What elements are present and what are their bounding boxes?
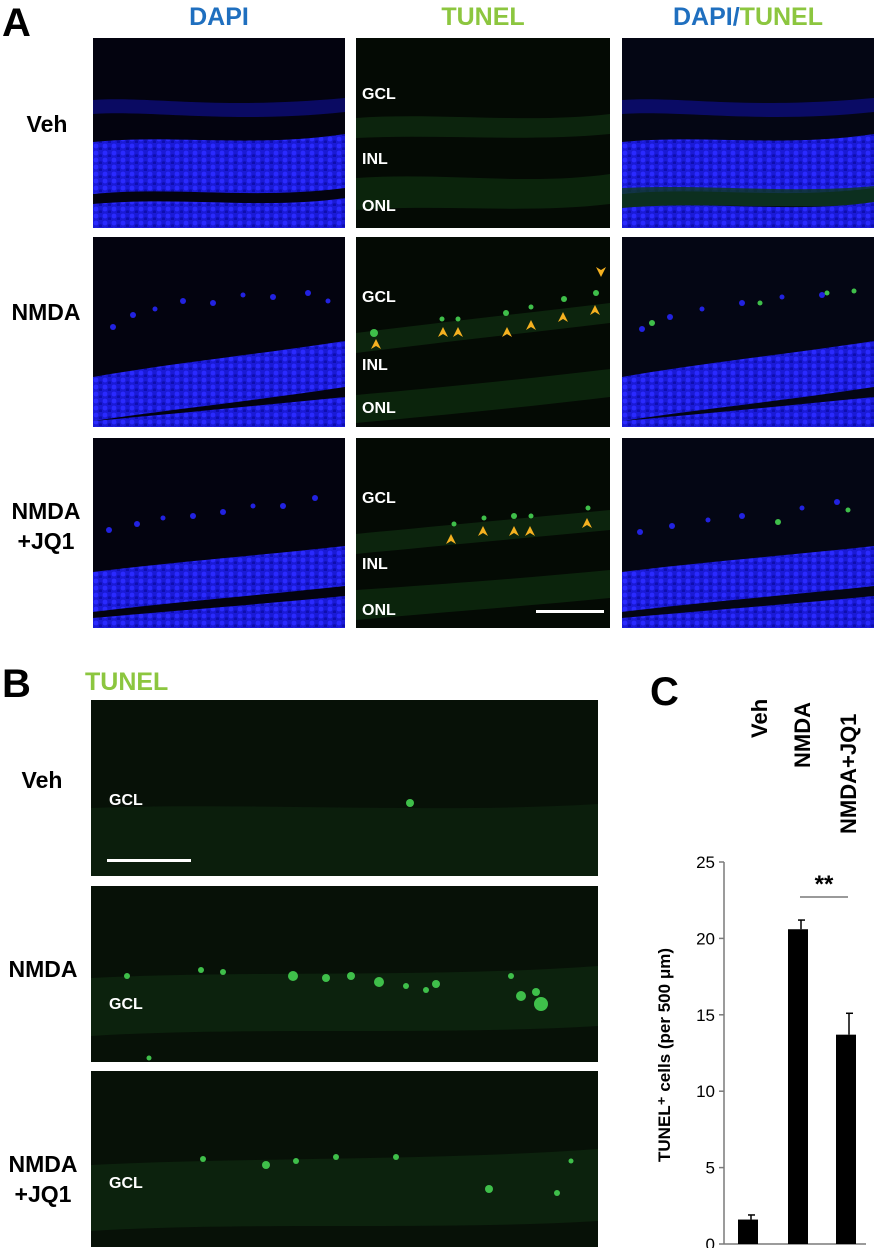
panel-b-letter: B	[2, 662, 31, 706]
layer-label-gcl: GCL	[109, 792, 143, 809]
panel-a-letter: A	[2, 1, 31, 45]
bar-chart: TUNEL⁺ cells (per 500 μm) 0 5 10 15 20 25 **	[655, 853, 866, 1248]
significance-label: **	[815, 871, 834, 898]
y-tick-label: 0	[706, 1235, 715, 1248]
layer-label-onl: ONL	[362, 400, 396, 417]
panel-c-letter: C	[650, 670, 679, 714]
col-header-tunel: TUNEL	[441, 3, 525, 31]
layer-label-gcl: GCL	[362, 490, 396, 507]
layer-label-onl: ONL	[362, 602, 396, 619]
panel-a-row-label-nmda-jq1: NMDA +JQ1	[11, 498, 81, 554]
layer-label-gcl: GCL	[362, 289, 396, 306]
layer-label-gcl: GCL	[362, 86, 396, 103]
col-header-merge: DAPI/TUNEL	[622, 5, 874, 30]
layer-label-gcl: GCL	[109, 996, 143, 1013]
layer-label-onl: ONL	[362, 198, 396, 215]
y-tick-label: 5	[706, 1159, 715, 1178]
col-header-dapi: DAPI	[189, 3, 249, 31]
micrograph-merge-nmda	[622, 237, 874, 427]
scale-bar	[536, 610, 604, 613]
y-tick-label: 15	[696, 1006, 715, 1025]
layer-label-inl: INL	[362, 556, 388, 573]
scale-bar	[107, 859, 191, 862]
micrograph-tunel-veh: GCL INL ONL	[356, 38, 610, 228]
micrograph-merge-nmda-jq1	[622, 438, 874, 628]
layer-label-inl: INL	[362, 357, 388, 374]
bar-nmda-jq1	[836, 1034, 856, 1244]
category-label-nmda: NMDA	[790, 702, 815, 768]
micrograph-dapi-nmda-jq1	[93, 438, 345, 628]
layer-label-gcl: GCL	[109, 1175, 143, 1192]
micrograph-merge-veh	[622, 38, 874, 228]
bar-nmda	[788, 929, 808, 1244]
micrograph-tunel-nmda: GCL INL ONL	[356, 237, 610, 427]
category-label-veh: Veh	[747, 698, 772, 738]
y-tick-label: 20	[696, 929, 715, 948]
category-label-nmda-jq1: NMDA+JQ1	[836, 713, 861, 834]
panel-b-row-label-nmda: NMDA	[8, 956, 78, 982]
panel-b-row-label-veh: Veh	[21, 767, 63, 793]
merge-separator: /	[732, 3, 740, 31]
panel-b-title: TUNEL	[85, 668, 169, 696]
micrograph-dapi-nmda	[93, 237, 345, 427]
merge-tunel-text: TUNEL	[739, 3, 823, 31]
y-tick-label: 10	[696, 1082, 715, 1101]
panel-b-row-label-nmda-jq1: NMDA +JQ1	[8, 1151, 78, 1207]
layer-label-inl: INL	[362, 151, 388, 168]
bar-veh	[738, 1219, 758, 1244]
y-axis-label: TUNEL⁺ cells (per 500 μm)	[655, 948, 674, 1162]
micrograph-b-nmda: GCL	[91, 886, 598, 1062]
micrograph-b-veh: GCL	[91, 700, 598, 876]
micrograph-b-nmda-jq1: GCL	[91, 1071, 598, 1247]
panel-a-row-label-nmda: NMDA	[11, 299, 81, 325]
micrograph-tunel-nmda-jq1: GCL INL ONL	[356, 438, 610, 628]
y-tick-label: 25	[696, 853, 715, 872]
panel-a-row-label-veh: Veh	[26, 111, 68, 137]
merge-dapi-text: DAPI	[672, 3, 733, 31]
micrograph-dapi-veh	[93, 38, 345, 228]
